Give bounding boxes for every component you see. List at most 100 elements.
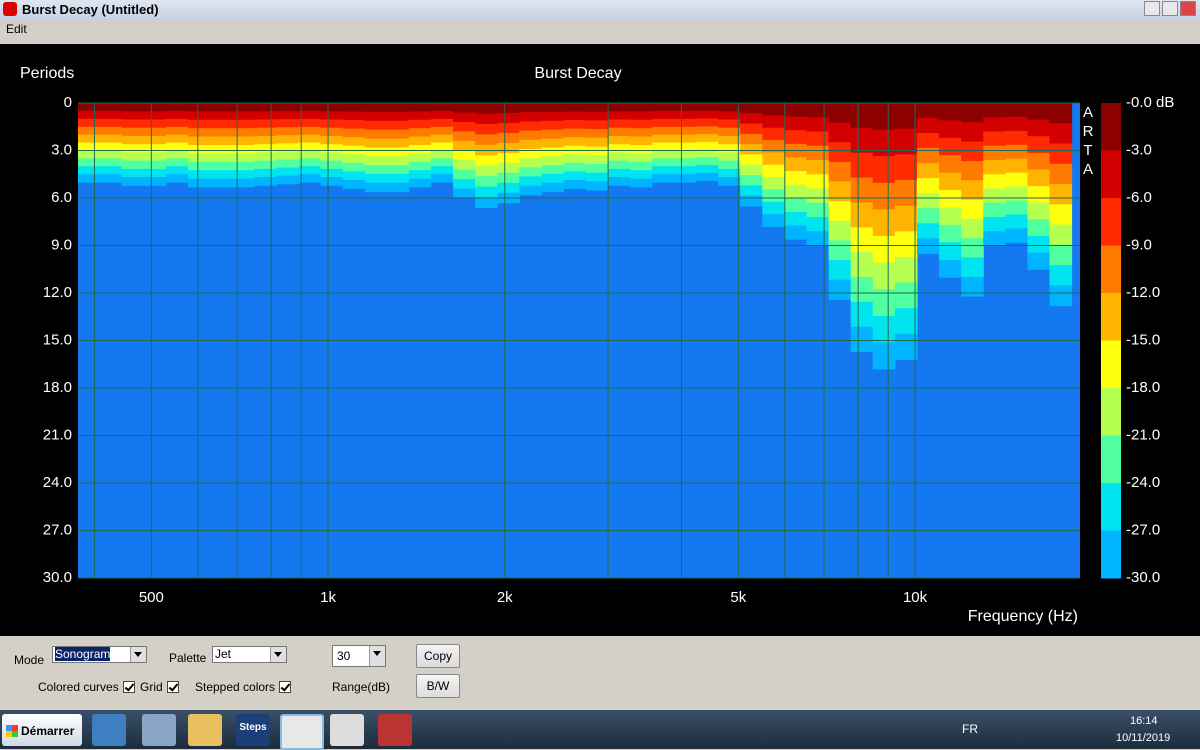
decay-band xyxy=(696,141,719,151)
decay-band xyxy=(165,166,189,175)
checkbox[interactable] xyxy=(123,681,135,693)
range-spin[interactable]: 30 xyxy=(332,645,386,667)
y-axis-label: Periods xyxy=(20,65,74,82)
decay-band xyxy=(983,202,1006,218)
y-tick-label: 3.0 xyxy=(51,141,72,158)
colorbar-band xyxy=(1101,150,1121,199)
decay-band xyxy=(629,170,653,180)
decay-band xyxy=(541,147,565,157)
taskbar-app[interactable] xyxy=(378,714,412,746)
taskbar-steps[interactable]: Steps xyxy=(236,714,270,746)
palette-label: Palette xyxy=(169,651,207,665)
decay-band xyxy=(916,118,940,134)
decay-column xyxy=(78,103,101,183)
clock-time[interactable]: 16:14 xyxy=(1130,715,1158,727)
taskbar-app[interactable] xyxy=(188,714,222,746)
decay-band xyxy=(342,179,366,189)
checkbox[interactable] xyxy=(167,681,179,693)
decay-band xyxy=(497,142,520,154)
decay-band xyxy=(629,128,653,138)
decay-band xyxy=(99,126,123,136)
decay-band xyxy=(453,169,476,180)
decay-band xyxy=(519,185,542,196)
decay-band xyxy=(740,144,763,155)
close-button[interactable] xyxy=(1180,1,1196,16)
decay-band xyxy=(99,118,123,128)
decay-band xyxy=(828,142,852,163)
decay-band xyxy=(320,135,344,145)
decay-band xyxy=(806,174,830,189)
decay-band xyxy=(342,154,366,164)
decay-band xyxy=(762,115,785,129)
decay-band xyxy=(696,172,719,182)
decay-band xyxy=(188,103,211,112)
copy-button[interactable]: Copy xyxy=(416,644,460,668)
decay-band xyxy=(320,168,344,178)
palette-combo[interactable]: Jet xyxy=(212,646,287,663)
taskbar-app[interactable] xyxy=(142,714,176,746)
checkbox-label: Colored curves xyxy=(38,680,119,694)
decay-band xyxy=(497,172,520,184)
taskbar-arta[interactable] xyxy=(280,714,324,750)
decay-band xyxy=(364,120,388,131)
decay-band xyxy=(961,218,984,239)
decay-column xyxy=(188,103,211,188)
decay-band xyxy=(78,103,101,112)
bw-button[interactable]: B/W xyxy=(416,674,460,698)
decay-band xyxy=(497,122,520,134)
mode-combo[interactable]: Sonogram xyxy=(52,646,147,663)
decay-band xyxy=(585,172,609,182)
decay-band xyxy=(651,134,675,144)
decay-band xyxy=(607,103,631,112)
decay-band xyxy=(1027,136,1051,154)
decay-band xyxy=(651,126,675,136)
start-button[interactable]: Démarrer xyxy=(2,714,82,746)
maximize-button[interactable] xyxy=(1162,1,1178,16)
decay-band xyxy=(673,142,697,151)
taskbar-app[interactable] xyxy=(330,714,364,746)
decay-band xyxy=(563,171,587,181)
decay-band xyxy=(165,110,189,120)
y-tick-label: 9.0 xyxy=(51,236,72,253)
menu-edit[interactable]: Edit xyxy=(6,22,27,36)
decay-band xyxy=(453,179,476,189)
decay-band xyxy=(320,177,344,186)
decay-band xyxy=(298,118,322,128)
decay-band xyxy=(254,160,277,170)
decay-band xyxy=(453,150,476,161)
clock-date[interactable]: 10/11/2019 xyxy=(1116,732,1171,744)
checkbox[interactable] xyxy=(279,681,291,693)
decay-band xyxy=(806,231,830,246)
decay-band xyxy=(541,129,565,139)
decay-band xyxy=(939,259,962,278)
decay-band xyxy=(563,120,587,130)
decay-band xyxy=(497,182,520,194)
chart-title: Burst Decay xyxy=(534,65,621,82)
decay-band xyxy=(1005,214,1028,229)
decay-band xyxy=(961,257,984,278)
decay-band xyxy=(541,120,565,131)
language[interactable]: FR xyxy=(962,722,978,736)
taskbar-app[interactable] xyxy=(92,714,126,746)
decay-band xyxy=(1005,200,1028,215)
colorbar-tick-label: -3.0 xyxy=(1126,141,1152,158)
decay-column xyxy=(1005,103,1028,243)
decay-band xyxy=(475,176,498,188)
decay-band xyxy=(298,126,322,136)
x-axis-label: Frequency (Hz) xyxy=(968,608,1078,625)
colorbar-band xyxy=(1101,293,1121,341)
decay-band xyxy=(121,127,145,137)
decay-band xyxy=(143,127,167,137)
decay-band xyxy=(673,103,697,112)
decay-band xyxy=(828,161,852,183)
decay-band xyxy=(585,111,609,121)
y-tick-label: 6.0 xyxy=(51,189,72,206)
decay-column xyxy=(916,103,940,254)
decay-band xyxy=(784,130,808,145)
decay-band xyxy=(961,238,984,259)
decay-band xyxy=(872,342,896,370)
decay-band xyxy=(651,166,675,175)
minimize-button[interactable] xyxy=(1144,1,1160,16)
decay-band xyxy=(298,158,322,167)
decay-band xyxy=(784,198,808,213)
